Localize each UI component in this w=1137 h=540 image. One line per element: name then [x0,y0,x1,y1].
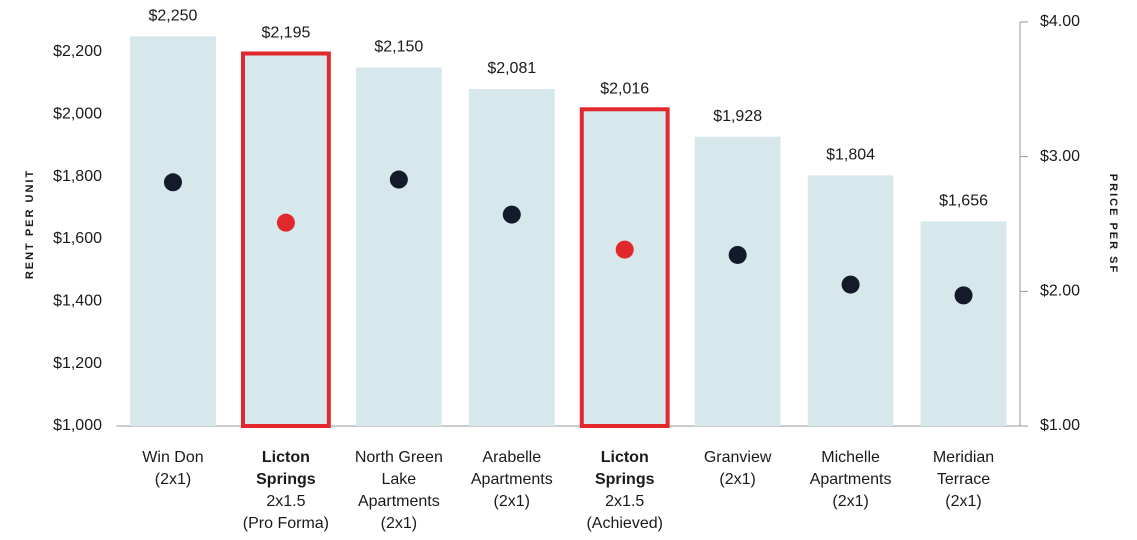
x-tick-label: (2x1) [494,493,530,510]
y-tick-label: $2,200 [53,43,102,60]
y2-tick-label: $4.00 [1040,13,1080,30]
y-tick-label: $2,000 [53,105,102,122]
dot [954,286,973,305]
bar [694,136,781,426]
x-tick-label: Lake [381,471,416,488]
value-label: $2,195 [261,25,310,42]
dot [389,170,408,189]
dot [276,213,295,232]
bar [807,175,894,426]
x-tick-label: Terrace [937,471,990,488]
x-tick-label: 2x1.5 [605,493,644,510]
value-label: $2,016 [600,81,649,98]
value-label: $1,656 [939,193,988,210]
bar [468,89,555,426]
bar [240,51,331,429]
x-tick-label: Licton [601,449,649,466]
y-tick-label: $1,400 [53,293,102,310]
x-tick-label: Meridian [933,449,994,466]
x-tick-label: Apartments [810,471,892,488]
x-tick-label: (2x1) [155,471,191,488]
bar [130,36,216,426]
x-tick-label: Apartments [471,471,553,488]
y2-axis-title: PRICE PER SF [1107,174,1119,274]
dot [615,240,634,259]
value-label: $1,804 [826,147,875,164]
y2-tick-label: $1.00 [1040,417,1080,434]
y-axis-title: RENT PER UNIT [24,169,36,279]
y2-tick-label: $3.00 [1040,148,1080,165]
x-tick-label: Springs [595,471,655,488]
y-tick-label: $1,600 [53,230,102,247]
value-label: $2,150 [374,39,423,56]
x-tick-label: (2x1) [719,471,755,488]
x-tick-label: Apartments [358,493,440,510]
x-tick-label: Springs [256,471,316,488]
x-tick-label: Michelle [821,449,880,466]
x-tick-label: (Pro Forma) [243,515,329,532]
bar [920,221,1007,426]
bar [355,67,442,427]
value-label: $2,250 [149,8,198,25]
x-tick-label: (2x1) [381,515,417,532]
dot [163,173,182,192]
y-tick-label: $1,000 [53,417,102,434]
x-tick-label: Licton [262,449,310,466]
x-tick-label: (2x1) [832,493,868,510]
x-tick-label: (Achieved) [586,515,662,532]
x-tick-label: Granview [704,449,772,466]
x-tick-label: North Green [355,449,443,466]
x-tick-label: Win Don [142,449,203,466]
y-tick-label: $1,200 [53,355,102,372]
value-label: $1,928 [713,108,762,125]
dot [728,245,747,264]
bar [579,107,670,429]
y-tick-label: $1,800 [53,168,102,185]
x-tick-label: 2x1.5 [266,493,305,510]
value-label: $2,081 [487,60,536,77]
dot [502,205,521,224]
y2-tick-label: $2.00 [1040,283,1080,300]
dot [841,275,860,294]
x-tick-label: (2x1) [945,493,981,510]
x-tick-label: Arabelle [482,449,541,466]
